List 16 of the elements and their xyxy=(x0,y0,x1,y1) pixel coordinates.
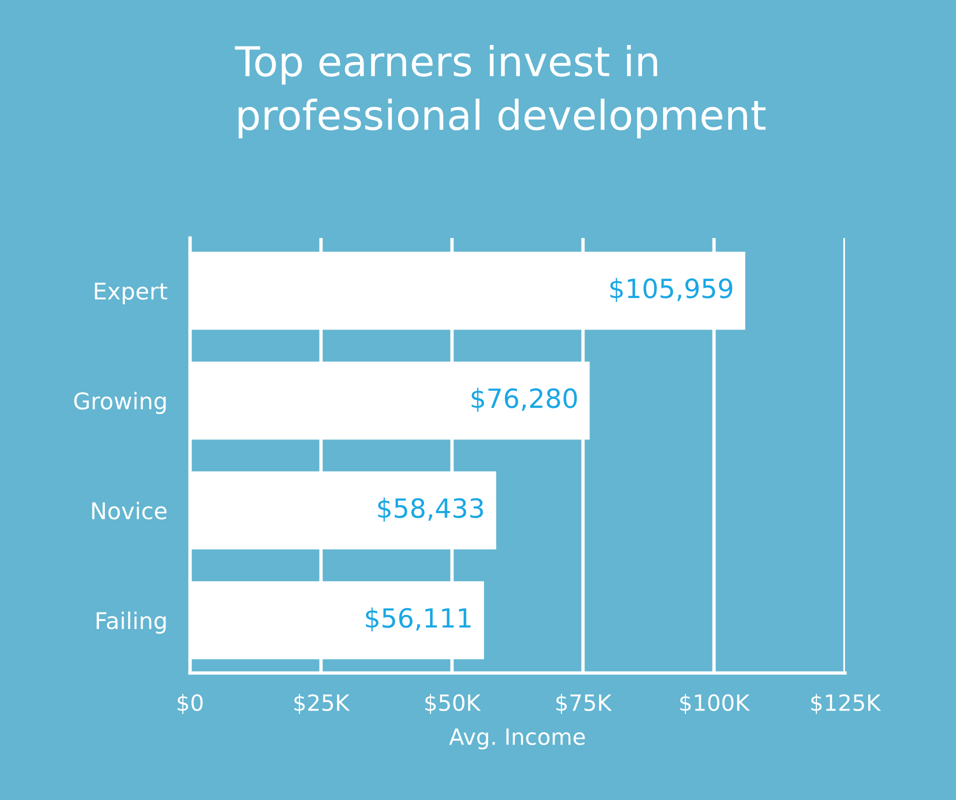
data-label: $56,111 xyxy=(366,608,470,632)
x-tick-label: $0 xyxy=(178,694,203,714)
chart-title: Top earners invest in professional development xyxy=(234,45,766,138)
y-tick-label: Growing xyxy=(74,392,166,414)
x-tick-label: $100K xyxy=(680,694,750,714)
data-label: $105,959 xyxy=(610,278,732,302)
data-label: $58,433 xyxy=(378,498,483,522)
y-tick-label: Failing xyxy=(96,612,166,634)
y-tick-label: Expert xyxy=(94,282,168,304)
x-tick-label: $125K xyxy=(811,694,882,714)
data-label: $76,280 xyxy=(472,388,577,412)
x-axis-title: Avg. Income xyxy=(449,728,585,750)
x-tick-label: $75K xyxy=(556,694,612,714)
x-tick-label: $50K xyxy=(425,694,481,714)
y-tick-label: Novice xyxy=(92,502,167,520)
x-tick-label: $25K xyxy=(294,694,350,714)
